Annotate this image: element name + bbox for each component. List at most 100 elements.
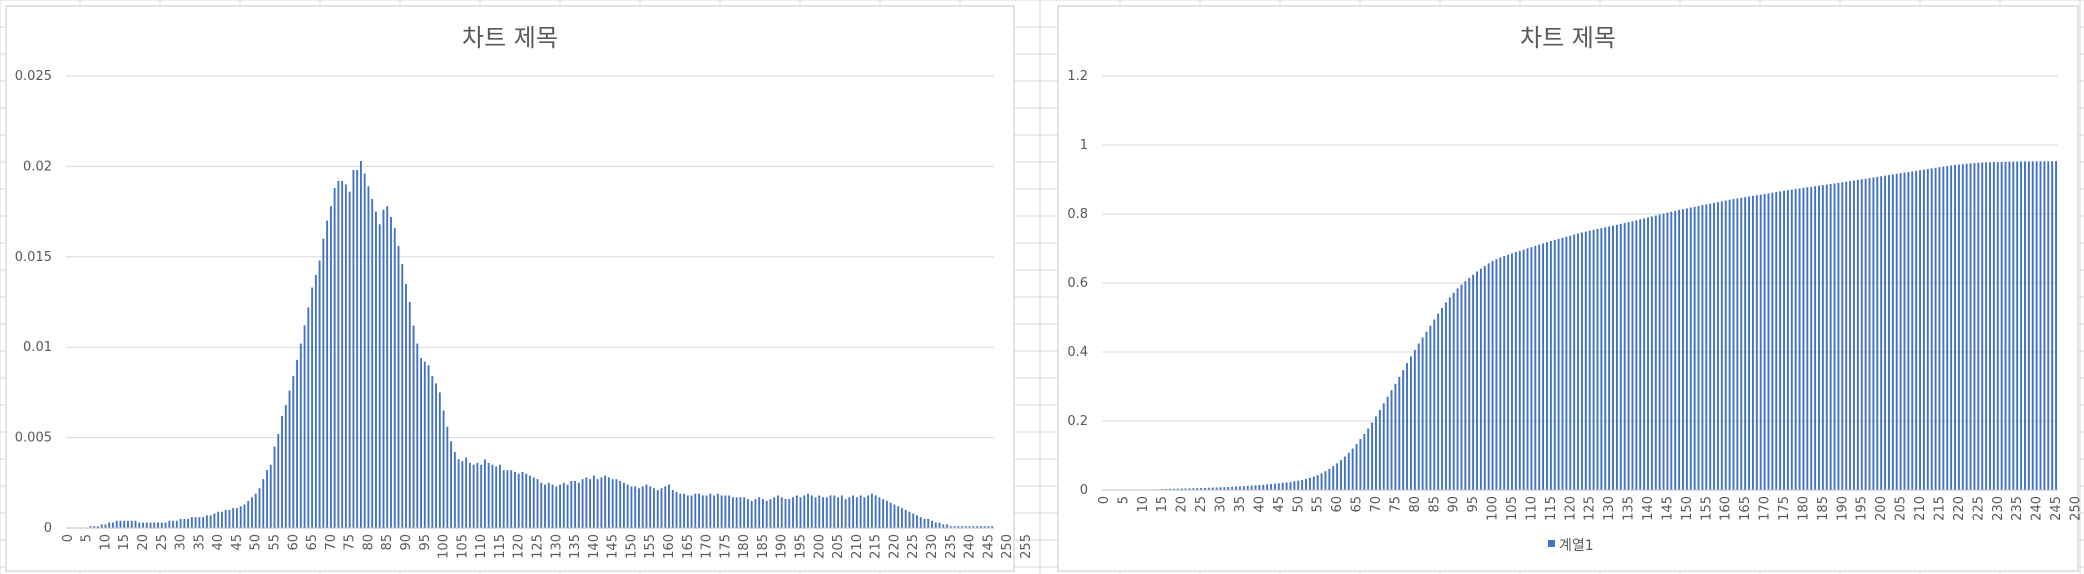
bar xyxy=(1444,302,1447,490)
bar xyxy=(1301,479,1304,490)
bar xyxy=(446,426,449,528)
bar xyxy=(423,361,426,528)
bar xyxy=(1204,487,1206,490)
bar xyxy=(1627,222,1630,490)
x-tick-label: 35 xyxy=(192,534,207,551)
x-tick-label: 155 xyxy=(1699,496,1714,521)
bar xyxy=(1320,473,1323,490)
chart-area[interactable] xyxy=(5,5,1015,572)
bar xyxy=(1880,176,1883,490)
bar xyxy=(1491,261,1494,490)
bar xyxy=(1375,416,1377,490)
x-tick-label: 40 xyxy=(211,534,226,551)
x-tick-label: 150 xyxy=(1680,496,1695,521)
bar xyxy=(784,499,787,528)
bar xyxy=(529,475,531,528)
bar xyxy=(626,484,629,528)
bar xyxy=(972,526,975,528)
bar xyxy=(1336,463,1339,490)
bar xyxy=(1674,210,1677,490)
bar xyxy=(1437,313,1440,490)
bar xyxy=(202,517,205,528)
bar xyxy=(367,186,370,529)
x-tick-label: 25 xyxy=(155,534,170,551)
bar xyxy=(551,484,554,528)
bar xyxy=(679,493,682,528)
bar xyxy=(408,302,411,528)
x-tick-label: 220 xyxy=(1952,496,1967,521)
bar xyxy=(1293,481,1296,490)
bar xyxy=(758,497,761,528)
bar xyxy=(1367,428,1370,490)
x-tick-label: 210 xyxy=(850,534,865,559)
x-tick-label: 125 xyxy=(531,534,546,559)
bar xyxy=(442,410,445,528)
bar xyxy=(724,495,727,528)
bar xyxy=(119,520,122,528)
bar xyxy=(938,522,941,528)
x-tick-label: 130 xyxy=(1602,496,1617,521)
bar xyxy=(1312,476,1315,490)
bar xyxy=(194,517,197,528)
bar xyxy=(983,526,986,528)
legend[interactable]: 계열1 xyxy=(1548,538,1594,554)
chart-title[interactable]: 차트 제목 xyxy=(1520,24,1616,52)
bar xyxy=(1448,297,1451,490)
bar xyxy=(2000,161,2003,491)
bar xyxy=(1954,165,1956,490)
bar xyxy=(412,325,415,528)
bar xyxy=(1837,182,1840,490)
bar xyxy=(844,499,847,528)
bar xyxy=(1343,456,1346,490)
x-tick-label: 180 xyxy=(1796,496,1811,521)
bar xyxy=(145,522,148,528)
bar xyxy=(1744,197,1747,490)
x-tick-label: 75 xyxy=(343,534,358,551)
y-axis: 0 0.005 0.01 0.015 0.02 0.025 xyxy=(15,69,994,536)
bar xyxy=(318,260,321,528)
bar xyxy=(532,477,535,528)
bar xyxy=(1775,192,1778,490)
bar xyxy=(705,495,708,528)
x-tick-label: 85 xyxy=(380,534,395,551)
x-tick-label: 105 xyxy=(455,534,470,559)
x-tick-label: 215 xyxy=(869,534,884,559)
bar xyxy=(1977,162,1980,490)
bar xyxy=(502,470,505,528)
bar xyxy=(97,526,99,528)
bar xyxy=(1615,224,1618,490)
chart-area[interactable] xyxy=(1057,5,2079,572)
bar xyxy=(1600,228,1603,490)
y-tick-label: 0.2 xyxy=(1067,414,1088,429)
chart-title[interactable]: 차트 제목 xyxy=(462,24,558,52)
bar xyxy=(164,522,167,528)
bar xyxy=(254,493,257,528)
bar xyxy=(209,515,212,528)
bar xyxy=(1200,488,1203,490)
x-tick-label: 185 xyxy=(756,534,771,559)
x-tick-label: 155 xyxy=(643,534,658,559)
bar xyxy=(574,480,577,528)
bar xyxy=(1938,167,1941,490)
bar xyxy=(160,522,163,528)
bar xyxy=(243,504,246,528)
bar xyxy=(1522,249,1525,490)
x-tick-label: 80 xyxy=(361,534,376,551)
bar xyxy=(1732,199,1735,490)
bar xyxy=(1643,218,1646,490)
bar xyxy=(878,497,881,528)
bar xyxy=(792,497,794,528)
bar-series[interactable] xyxy=(89,160,994,529)
bar xyxy=(1468,277,1471,490)
cumulative-chart[interactable]: 차트 제목 00.20.40.60.811.2 0 5 10 15 20 25 30 35 40… xyxy=(1057,5,2084,572)
bar xyxy=(2051,161,2054,490)
bar xyxy=(1814,186,1817,491)
bar xyxy=(885,500,888,528)
bar xyxy=(1876,176,1879,490)
bar-series[interactable] xyxy=(1126,161,2058,491)
x-tick-label: 175 xyxy=(718,534,733,559)
bar xyxy=(2055,161,2058,490)
bar xyxy=(262,479,265,528)
bar xyxy=(1460,284,1463,490)
